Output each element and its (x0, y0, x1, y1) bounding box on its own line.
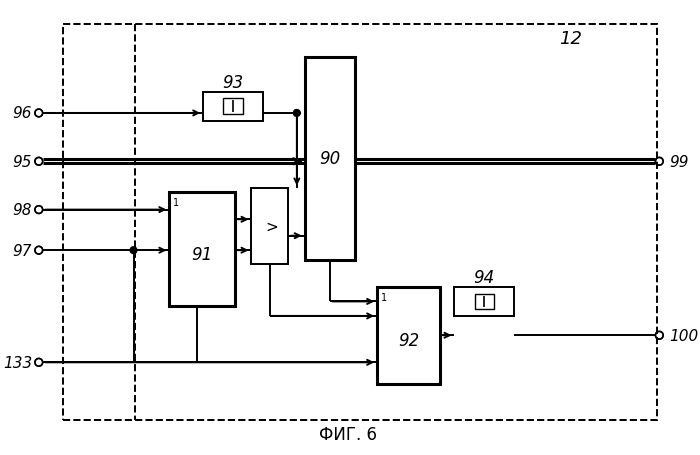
Bar (304, 58, 355, 260)
Text: 94: 94 (474, 268, 495, 287)
Text: 93: 93 (223, 74, 244, 92)
Text: >: > (265, 219, 278, 234)
Text: 1: 1 (381, 292, 387, 302)
Text: 98: 98 (13, 202, 32, 217)
Text: 96: 96 (13, 106, 32, 121)
Circle shape (293, 110, 300, 117)
Bar (377, 287, 440, 384)
Text: 92: 92 (398, 331, 419, 349)
Text: 133: 133 (3, 355, 32, 370)
Bar (169, 193, 235, 307)
Circle shape (130, 247, 137, 254)
Text: 100: 100 (669, 328, 698, 343)
Bar (223, 99, 243, 115)
Text: 12: 12 (559, 30, 582, 47)
Bar (251, 189, 288, 264)
Text: ФИГ. 6: ФИГ. 6 (319, 425, 377, 443)
Text: 90: 90 (319, 150, 340, 168)
Bar (203, 92, 263, 121)
Text: 97: 97 (13, 243, 32, 258)
Bar (63, 25, 657, 420)
Bar (454, 287, 514, 316)
Text: 1: 1 (173, 197, 179, 207)
Text: 91: 91 (192, 246, 213, 263)
Text: 95: 95 (13, 154, 32, 169)
Bar (475, 294, 494, 309)
Text: 99: 99 (669, 154, 689, 169)
